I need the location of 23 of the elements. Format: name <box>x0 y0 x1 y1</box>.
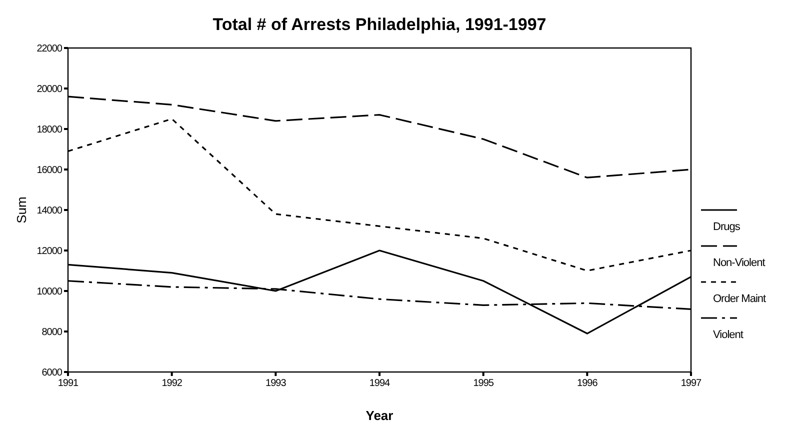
y-tick-label: 16000 <box>36 165 63 176</box>
y-tick-label: 12000 <box>36 246 63 257</box>
x-tick-label: 1991 <box>58 378 80 389</box>
y-tick-label: 18000 <box>36 124 63 136</box>
x-tick-label: 1995 <box>473 378 494 389</box>
x-tick-label: 1992 <box>162 378 183 389</box>
x-tick-label: 1994 <box>369 378 391 389</box>
y-tick-label: 20000 <box>36 84 63 95</box>
x-tick-label: 1996 <box>577 378 598 389</box>
y-tick-label: 8000 <box>42 327 63 338</box>
y-tick-label: 22000 <box>36 44 63 54</box>
y-tick-label: 6000 <box>42 368 63 378</box>
legend-label: Order Maint <box>713 293 766 305</box>
legend-label: Violent <box>713 329 744 341</box>
y-tick-label: 14000 <box>36 206 63 216</box>
legend-label: Drugs <box>713 221 741 233</box>
y-axis-title: Sum <box>14 196 29 224</box>
x-axis-title: Year <box>366 408 394 423</box>
chart-title: Total # of Arrests Philadelphia, 1991-1997 <box>212 15 546 34</box>
x-tick-label: 1993 <box>266 378 287 389</box>
y-tick-label: 10000 <box>36 286 63 298</box>
legend-label: Non-Violent <box>713 257 766 269</box>
x-tick-label: 1997 <box>680 378 702 389</box>
